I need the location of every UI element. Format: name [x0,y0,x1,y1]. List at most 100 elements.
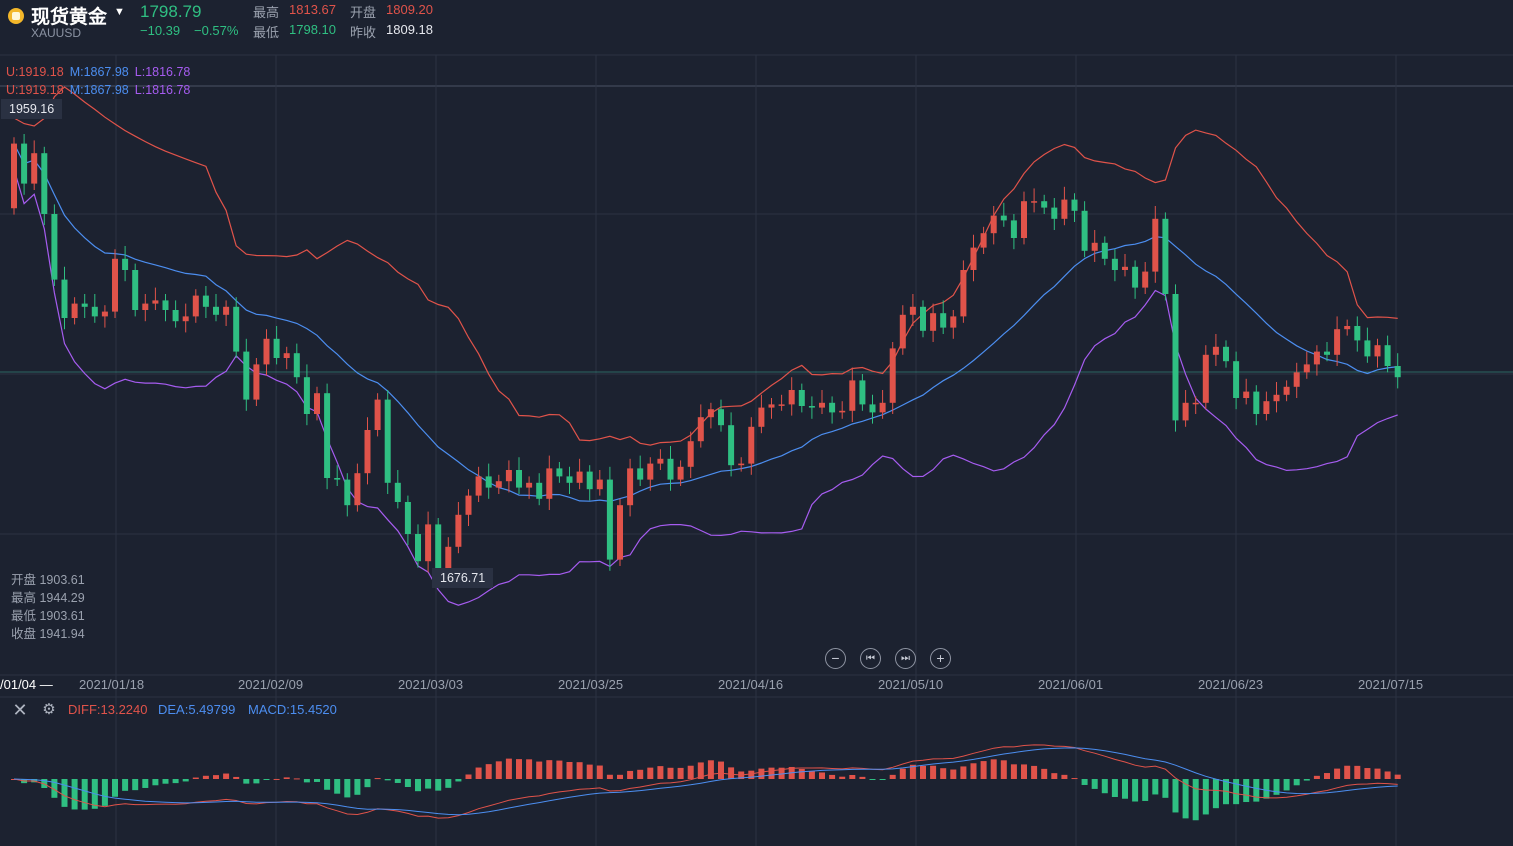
macd-bar [1293,779,1300,786]
macd-bar [1283,779,1290,791]
macd-bar [606,774,613,779]
macd-bar [455,779,462,782]
candle-body [51,214,58,280]
candle-body [1243,391,1250,398]
macd-bar [667,767,674,779]
candle-body [364,430,371,474]
macd-bar [1041,768,1048,779]
candle-body [485,476,492,488]
prev-close-label: 昨收 [350,25,377,40]
date-label: 2021/03/25 [558,677,624,692]
macd-bar [849,774,856,779]
macd-bar [566,762,573,779]
candle-body [617,505,623,560]
jump-first-button[interactable]: ⏮ [860,648,881,669]
candle-body [950,316,957,328]
macd-bar [940,768,947,779]
min-price-tag: 1676.71 [432,568,494,588]
macd-bar [1384,771,1391,779]
macd-bar [819,772,825,779]
candle-body [970,247,977,270]
macd-bar [1172,779,1179,813]
dropdown-caret-icon[interactable]: ▼ [114,6,125,18]
boll-upper: U:1919.18 [6,65,64,79]
macd-bar [394,779,401,783]
settings-gear-icon[interactable]: ⚙ [42,701,56,718]
macd-bar [1253,779,1260,802]
candle-body [1263,401,1270,414]
macd-bar [970,763,977,779]
candle-body [1061,199,1068,219]
candle-body [1313,351,1320,365]
candle-body [455,514,462,547]
price-change: −10.39 [140,23,181,38]
macd-bar [1081,779,1088,785]
candle-body [1091,242,1098,251]
close-icon[interactable]: ✕ [12,700,28,720]
candle-body [505,470,512,482]
candle-body [556,468,563,477]
candle-body [940,313,947,328]
macd-bar [859,776,866,779]
candle-body [546,468,553,499]
macd-bar [253,779,260,784]
macd-bar [404,779,411,787]
macd-bar [808,771,815,779]
macd-bar [1162,779,1169,798]
candle-body [606,479,613,560]
last-price: 1798.79 [140,2,202,21]
candle-body [1021,201,1027,238]
macd-bar [576,762,583,779]
macd-bar [1031,765,1038,779]
candle-body [839,410,846,413]
gold-logo-icon [8,8,24,24]
macd-bar [1212,779,1219,809]
candle-body [1172,294,1179,421]
candle-body [1384,345,1391,366]
zoom-out-button[interactable]: − [825,648,846,669]
macd-bar [879,779,886,780]
macd-bar [839,776,846,779]
candle-body [849,380,856,411]
candle-body [1071,199,1078,211]
candle-body [202,295,209,307]
candle-body [1344,326,1351,330]
candle-body [1101,242,1108,259]
candle-body [213,306,219,315]
dea-line [13,747,1398,816]
macd-histogram [11,758,1401,821]
macd-bar [223,773,230,779]
candle-body [283,353,290,358]
date-label: 2021/03/03 [398,677,464,692]
candle-body [11,143,17,209]
macd-lines [13,744,1398,819]
macd-bar [425,779,432,789]
instrument-title[interactable]: 现货黄金 [31,7,108,28]
candle-body [223,306,230,315]
macd-bar [243,779,250,784]
high-label: 最高 [253,5,280,20]
candle-body [778,404,785,406]
candle-body [1192,402,1199,405]
candle-body [1354,326,1361,341]
macd-bar [1192,779,1199,821]
candle-body [829,402,836,413]
candle-body [152,300,159,304]
candles [11,134,1401,584]
zoom-in-button[interactable]: + [930,648,951,669]
jump-last-button[interactable]: ⏭ [895,648,916,669]
macd-bar [384,779,391,781]
candle-body [81,303,88,307]
macd-bar [374,778,381,780]
quote-header: 现货黄金 ▼ XAUUSD 1798.79 −10.39 −0.57% 最高 1… [0,0,1513,44]
macd-bar [162,779,169,784]
macd-bar [1091,779,1098,789]
macd-bar [516,759,522,779]
macd-bar [829,774,836,779]
candle-body [808,406,815,408]
candle-body [293,353,300,378]
macd-bar [354,779,361,795]
candle-body [41,153,48,214]
macd-dea: DEA:5.49799 [158,702,236,717]
